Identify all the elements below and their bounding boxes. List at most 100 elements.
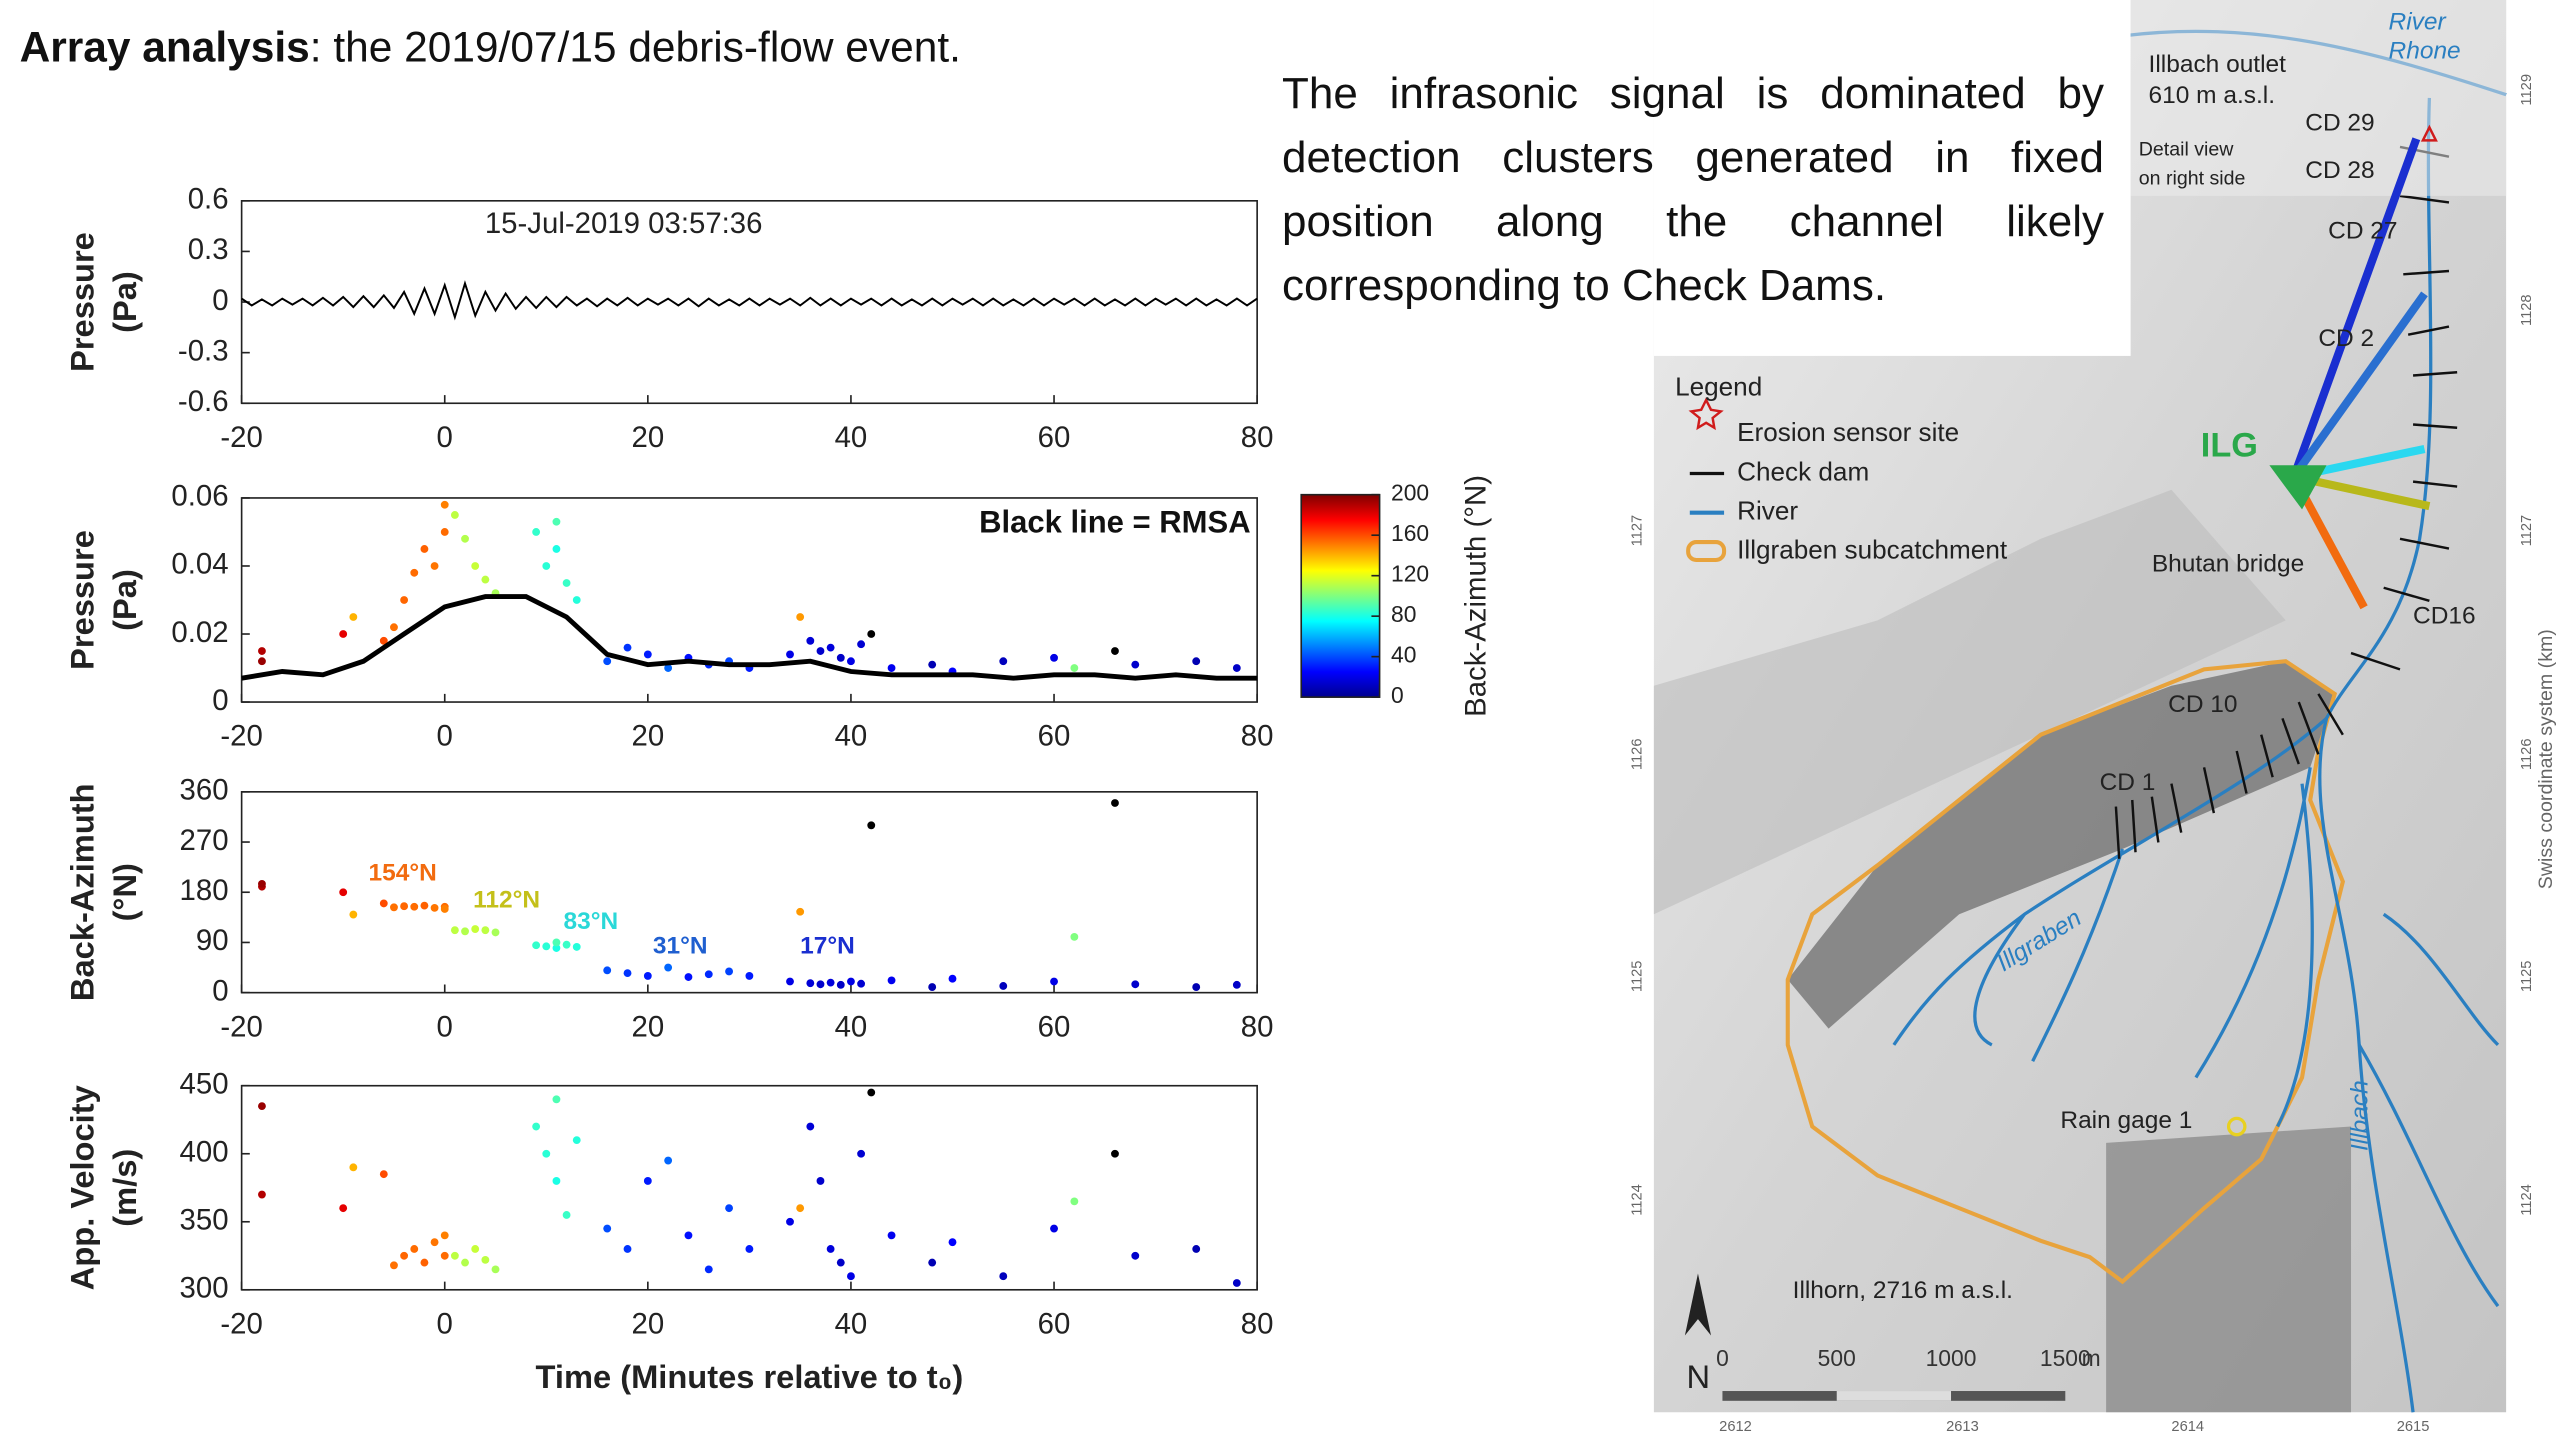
point [867,630,876,638]
map: River Rhone Illbach outlet 610 m a.s.l. CD 2… [1653,0,2507,1413]
point [532,528,541,536]
x-tick-label: 60 [1038,421,1071,454]
legend-entry: Erosion sensor site [1737,417,1959,447]
point [410,902,419,911]
coord-label: 1127 [2519,515,2535,547]
plot-frame [240,791,1258,994]
scale-label: 500 [1818,1345,1856,1371]
x-tick-label: 20 [631,1307,664,1340]
point [430,1238,439,1247]
point [390,623,398,632]
point [836,980,845,989]
point [430,903,439,912]
point [928,1258,937,1267]
point [440,528,449,536]
point [349,1163,358,1172]
point [552,1095,561,1104]
coord-label: 2613 [1946,1419,1979,1435]
y-tick-label: 0.04 [171,548,228,581]
point [684,1231,693,1240]
x-tick-label: 0 [437,421,453,454]
point [542,562,551,570]
point [928,983,937,991]
point [400,902,409,911]
y-tick-label: 0 [212,974,228,1007]
point [664,664,673,672]
point [643,650,652,659]
point [796,907,805,916]
point [430,562,439,570]
point [704,1265,713,1274]
y-tick-label: 0.6 [188,183,229,216]
point [623,1245,632,1253]
y-axis-label: (Pa) [106,569,143,631]
point [887,664,896,672]
point [542,1149,551,1158]
x-tick-label: 80 [1241,421,1274,454]
map-label: CD 10 [2168,691,2237,718]
x-tick-label: 80 [1241,1010,1274,1043]
plot-frame [240,1084,1258,1291]
point [450,511,459,519]
map-label: CD 2 [2318,325,2374,352]
point [1131,980,1140,989]
point [258,1190,266,1199]
point [1131,660,1140,669]
x-tick-label: 60 [1038,1010,1071,1043]
x-tick-label: -20 [220,1010,262,1043]
ilg-station [2269,465,2327,510]
x-tick-label: 80 [1241,720,1274,753]
legend-entry: Check dam [1737,456,1869,486]
y-tick-label: 360 [180,774,229,807]
point [826,1245,835,1253]
map-label: 610 m a.s.l. [2149,82,2275,109]
map-label: Bhutan bridge [2152,550,2304,577]
point [410,568,419,577]
y-axis-label: (m/s) [106,1149,143,1227]
point [684,973,693,981]
x-tick-label: -20 [220,720,262,753]
colorbar [1300,493,1381,698]
coord-label: 1129 [2519,74,2535,106]
point [450,1251,459,1260]
point [786,977,794,986]
x-tick-label: 60 [1038,1307,1071,1340]
point [400,596,409,604]
colorbar-label: Back-Azimuth (°N) [1459,475,1492,717]
point [471,925,480,933]
point [603,1224,612,1233]
point [786,1217,794,1226]
cluster-label: 154°N [369,859,437,886]
point [999,982,1008,990]
point [258,647,266,655]
point [420,545,429,553]
point [867,1088,876,1097]
y-tick-label: 90 [196,924,229,957]
terrain-shade [1653,489,2286,915]
rain-gage [2226,1116,2247,1137]
scale-label: 0 [1716,1345,1729,1371]
point [816,647,825,655]
point [258,657,266,666]
point [572,942,581,951]
x-tick-label: 40 [835,1010,868,1043]
y-tick-label: 400 [180,1136,229,1169]
north-arrow [1684,1273,1712,1336]
point [410,1245,419,1253]
point [1192,657,1201,666]
coord-label: 2612 [1719,1419,1752,1435]
point [857,979,866,988]
point [1232,980,1241,989]
point [1050,1224,1058,1233]
point [603,966,612,975]
scale-label: m [2082,1345,2101,1371]
cluster-label: 112°N [473,887,540,914]
point [816,980,825,989]
panel: 300 350 400 450 -20 0 20 40 60 80 App. Velocity (m/… [64,1067,1274,1395]
point [390,1261,398,1270]
erosion-sensor [2420,124,2438,142]
terrain-shade [2106,1126,2352,1413]
point [491,928,500,937]
cluster-label: 17°N [800,932,855,959]
